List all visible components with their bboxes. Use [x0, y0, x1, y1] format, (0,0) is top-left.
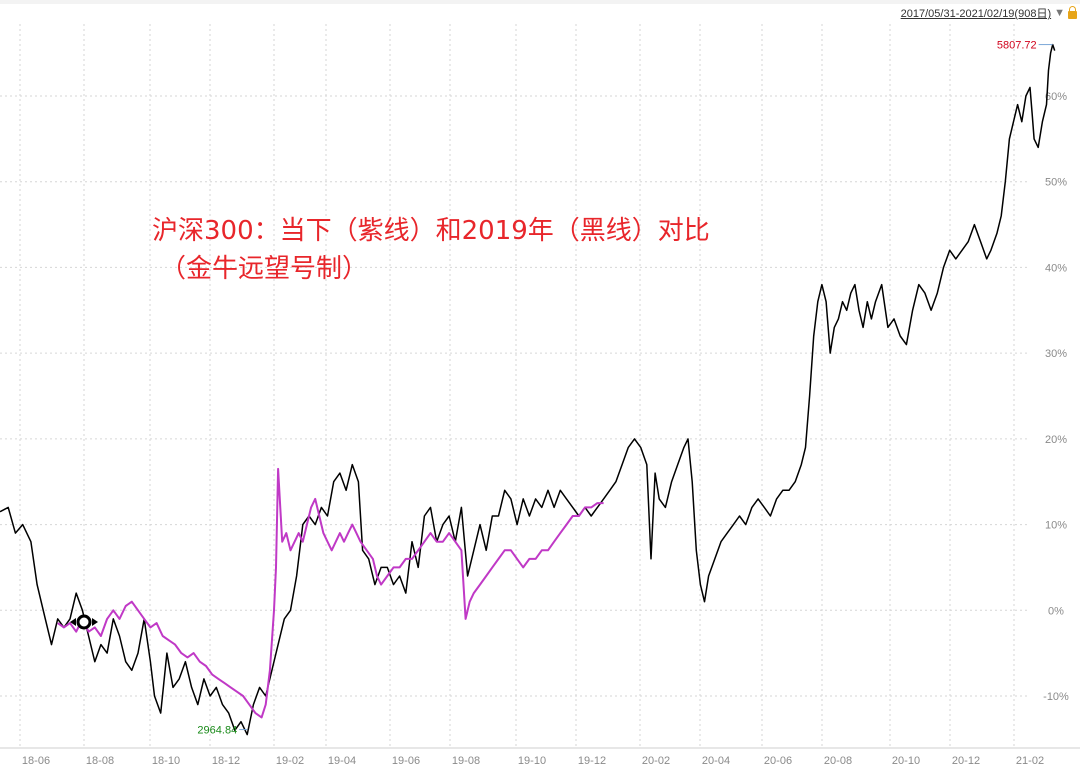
x-tick-label: 20-10	[892, 755, 920, 767]
grid	[0, 24, 1080, 749]
x-tick-label: 18-08	[86, 755, 114, 767]
toolbar-strip	[0, 0, 1080, 4]
x-tick-label: 20-12	[952, 755, 980, 767]
x-tick-label: 20-08	[824, 755, 852, 767]
cursor-arrow-right[interactable]	[92, 618, 98, 626]
x-tick-label: 19-10	[518, 755, 546, 767]
y-axis-ticks: 60% 50% 40% 30% 20% 10% 0% -10%	[1043, 91, 1069, 703]
x-tick-label: 18-06	[22, 755, 50, 767]
y-tick-label: 30%	[1045, 348, 1067, 360]
x-tick-label: 20-02	[642, 755, 670, 767]
x-tick-label: 21-02	[1016, 755, 1044, 767]
y-tick-label: 40%	[1045, 262, 1067, 274]
x-tick-label: 20-04	[702, 755, 730, 767]
y-tick-label: 0%	[1048, 605, 1064, 617]
series-line-purple	[57, 467, 604, 719]
x-tick-label: 19-08	[452, 755, 480, 767]
min-value-label: 2964.84	[197, 725, 237, 737]
x-tick-label: 19-04	[328, 755, 356, 767]
x-tick-label: 20-06	[764, 755, 792, 767]
triangle-down-icon[interactable]: ▼	[1054, 7, 1065, 19]
y-tick-label: 10%	[1045, 520, 1067, 532]
date-range-text[interactable]: 2017/05/31-2021/02/19(908日)	[900, 8, 1052, 20]
max-value-label: 5807.72	[997, 40, 1037, 52]
y-tick-label: 60%	[1045, 91, 1067, 103]
y-tick-label: -10%	[1043, 691, 1069, 703]
extreme-labels: 5807.72 2964.84	[197, 40, 1053, 737]
x-axis-ticks: 18-06 18-08 18-10 18-12 19-02 19-04 19-06 19-08…	[22, 755, 1044, 767]
date-range-selector[interactable]: 2017/05/31-2021/02/19(908日) ▼	[898, 4, 1080, 22]
annotation-line-1: 沪深300：当下（紫线）和2019年（黑线）对比	[152, 216, 710, 246]
series-lines	[0, 43, 1056, 736]
crosshair-marker[interactable]	[70, 614, 98, 630]
y-tick-label: 20%	[1045, 434, 1067, 446]
x-tick-label: 19-06	[392, 755, 420, 767]
cursor-arrow-left[interactable]	[70, 618, 76, 626]
cursor-ring[interactable]	[76, 614, 92, 630]
lock-icon[interactable]	[1068, 5, 1077, 19]
annotation-line-2: （金牛远望号制）	[160, 254, 369, 284]
series-line-black	[0, 43, 1056, 736]
x-tick-label: 19-12	[578, 755, 606, 767]
y-tick-label: 50%	[1045, 177, 1067, 189]
x-tick-label: 18-12	[212, 755, 240, 767]
x-tick-label: 18-10	[152, 755, 180, 767]
x-tick-label: 19-02	[276, 755, 304, 767]
